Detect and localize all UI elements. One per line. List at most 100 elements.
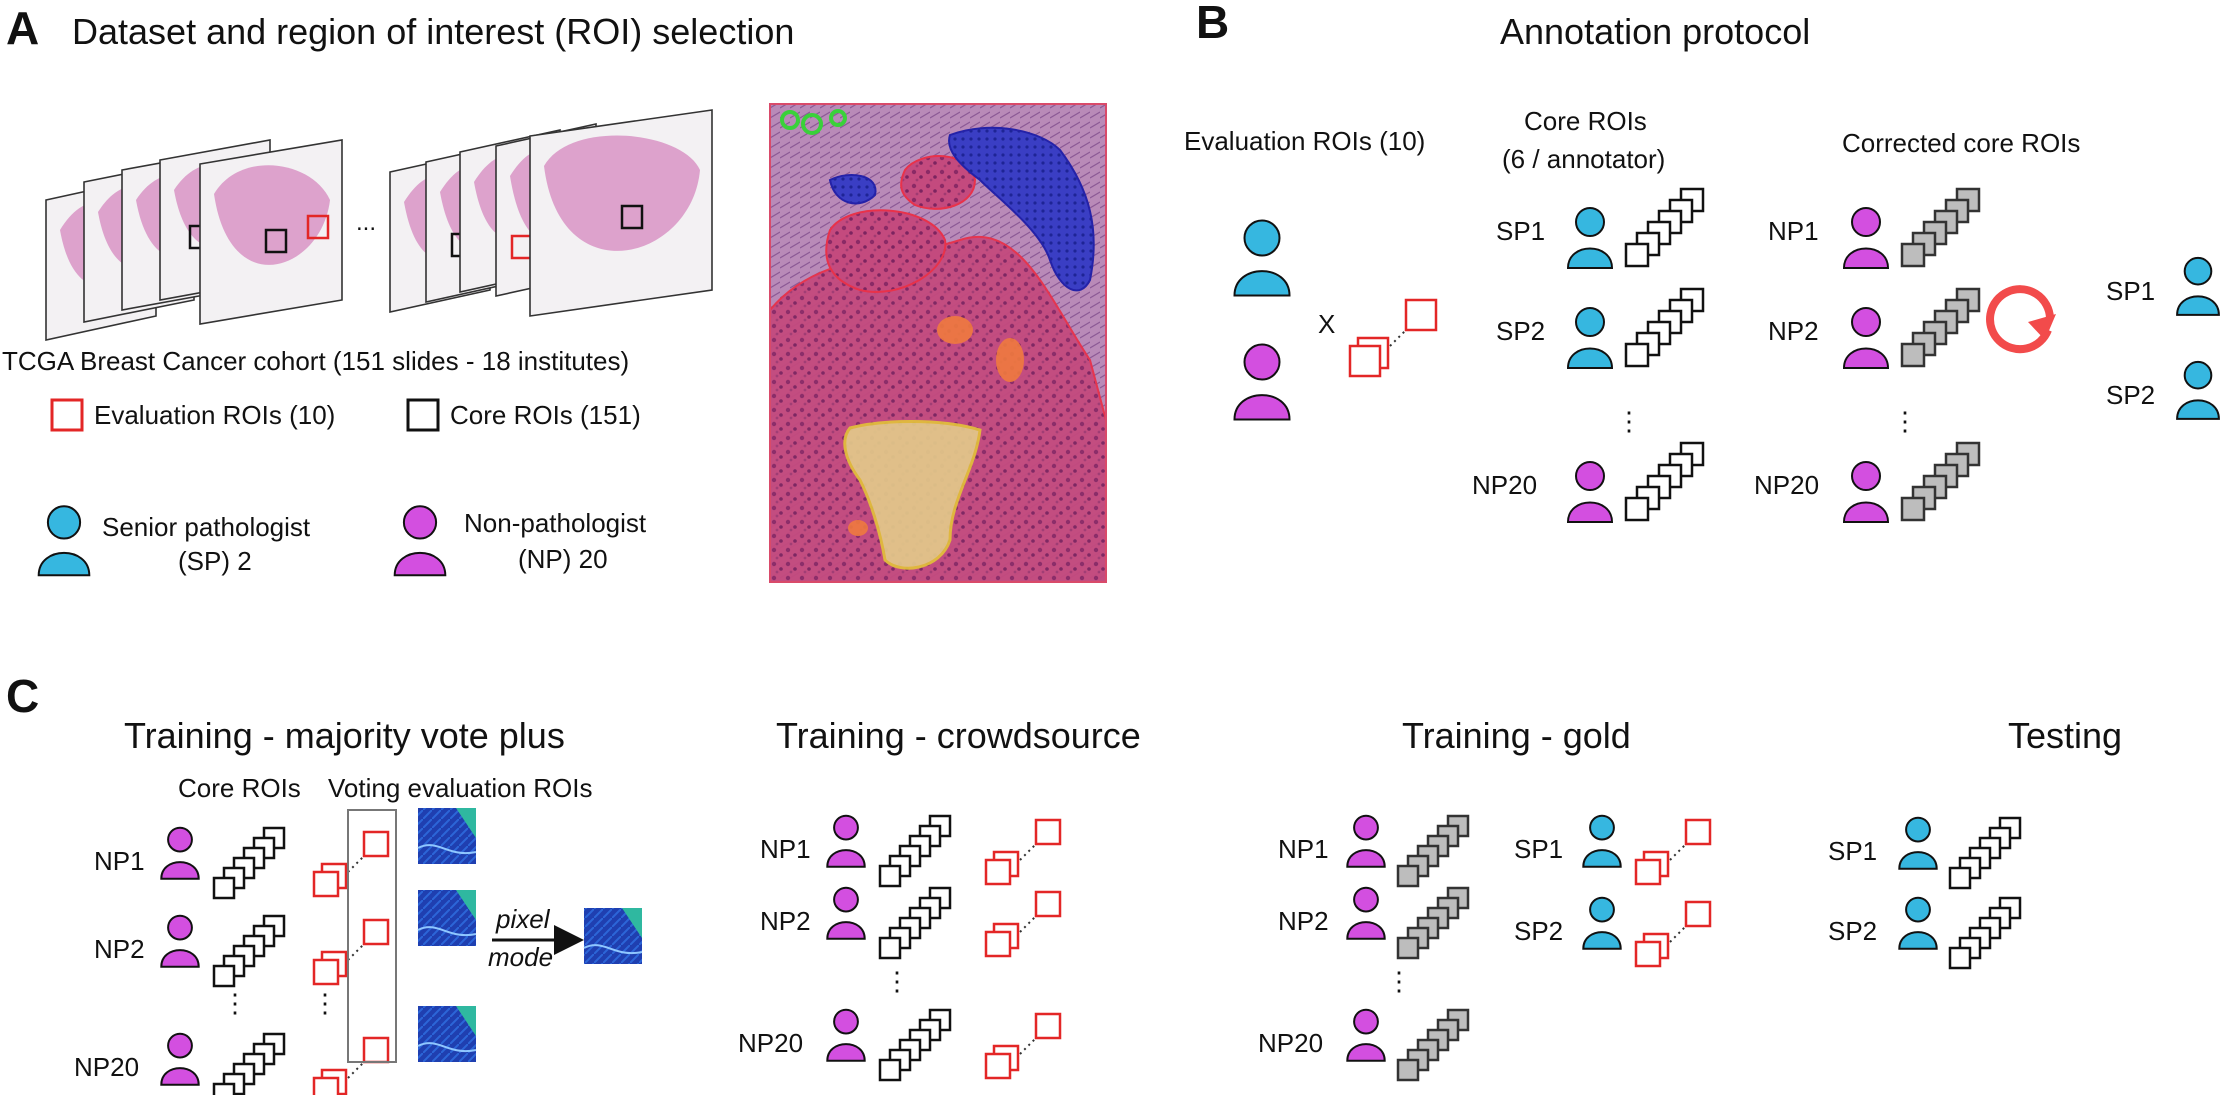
testing-row-label-sp1: SP1	[1828, 836, 1877, 866]
corrected-roi-stack	[1396, 1008, 1470, 1082]
times-symbol: X	[1318, 309, 1335, 339]
eval-roi-pair	[1348, 298, 1438, 378]
corrected-roi-stack	[1900, 287, 1981, 368]
person-np	[160, 1032, 200, 1086]
person-np	[1346, 886, 1386, 940]
corrected-roi-stack	[1900, 441, 1981, 522]
crowdsource-row-label-np2: NP2	[760, 906, 811, 936]
person-senior	[1566, 207, 1614, 269]
mode-label: mode	[488, 942, 553, 972]
voting-eval-roi-pair	[312, 918, 390, 986]
voting-vdots: ⋮	[312, 988, 338, 1018]
core-roi-stack	[1948, 896, 2022, 970]
legend-core-roi-swatch	[406, 398, 440, 432]
segmentation-heatmap	[417, 1006, 477, 1062]
np-label-line1: Non-pathologist	[464, 508, 647, 538]
senior-pathologist-icon	[37, 505, 91, 577]
person-np	[1842, 307, 1890, 369]
senior-label-line1: Senior pathologist	[102, 512, 311, 542]
corrected-row-label-np2: NP2	[1768, 316, 1819, 346]
core-roi-stack	[1948, 816, 2022, 890]
core-roi-stack	[878, 814, 952, 888]
panel-a-title: Dataset and region of interest (ROI) sel…	[72, 11, 794, 52]
person-np	[1566, 461, 1614, 523]
gold-row-label-np2: NP2	[1278, 906, 1329, 936]
core-roi-stack	[1624, 187, 1705, 268]
gold-rows-vdots: ⋮	[1386, 966, 1412, 996]
reviewer-label-sp1: SP1	[2106, 276, 2155, 306]
non-pathologist-icon	[393, 505, 447, 577]
crowdsource-rows-vdots: ⋮	[884, 966, 910, 996]
pixel-label: pixel	[495, 904, 551, 934]
person-np	[160, 826, 200, 880]
eval-roi-pair	[1634, 900, 1712, 968]
person-np	[826, 1008, 866, 1062]
review-cycle-icon	[1986, 285, 2054, 354]
corrected-roi-stack	[1900, 187, 1981, 268]
person-senior	[1566, 307, 1614, 369]
corrected-row-label-np1: NP1	[1768, 216, 1819, 246]
majority-row-label-np20: NP20	[74, 1052, 139, 1082]
person-np	[826, 886, 866, 940]
crowdsource-title: Training - crowdsource	[776, 715, 1141, 756]
majority-core-header: Core ROIs	[178, 773, 301, 803]
eval-roi-pair	[984, 890, 1062, 958]
corrected-rows-vdots: ⋮	[1892, 406, 1918, 436]
annotated-roi-image	[769, 103, 1107, 583]
majority-row-label-np1: NP1	[94, 846, 145, 876]
person-np	[1346, 1008, 1386, 1062]
eval-roi-pair	[1634, 818, 1712, 886]
corrected-roi-stack	[1396, 886, 1470, 960]
core-row-label-sp2: SP2	[1496, 316, 1545, 346]
eval-rois-header: Evaluation ROIs (10)	[1184, 126, 1425, 156]
non-pathologist-annotator-icon	[1233, 343, 1291, 421]
voting-eval-roi-pair	[312, 1036, 390, 1095]
cohort-label: TCGA Breast Cancer cohort (151 slides - …	[2, 346, 629, 376]
person-senior	[2176, 256, 2220, 316]
person-senior	[37, 505, 91, 577]
core-roi-stack	[212, 826, 286, 900]
testing-row-label-sp2: SP2	[1828, 916, 1877, 946]
person-np	[1842, 461, 1890, 523]
corrected-roi-stack	[1396, 814, 1470, 888]
person-senior	[1582, 896, 1622, 950]
person-np	[393, 505, 447, 577]
legend-eval-roi-label: Evaluation ROIs (10)	[94, 400, 335, 430]
person-senior	[1582, 814, 1622, 868]
majority-rows-vdots: ⋮	[222, 988, 248, 1018]
core-rows-vdots: ⋮	[1616, 406, 1642, 436]
person-senior	[1898, 896, 1938, 950]
senior-label-line2: (SP) 2	[178, 546, 252, 576]
eval-roi-pair	[984, 1012, 1062, 1080]
slide-stack-right	[389, 109, 713, 317]
core-rois-header-line1: Core ROIs	[1524, 106, 1647, 136]
slide-stack-left	[45, 139, 343, 341]
person-np	[160, 914, 200, 968]
core-roi-stack	[1624, 441, 1705, 522]
person-senior	[2176, 360, 2220, 420]
senior-annotator-icon	[1233, 219, 1291, 297]
core-roi-stack	[878, 1008, 952, 1082]
panel-b-title: Annotation protocol	[1500, 11, 1810, 52]
segmentation-heatmap	[417, 808, 477, 864]
person-np	[1842, 207, 1890, 269]
core-row-label-np20: NP20	[1472, 470, 1537, 500]
panel-a-letter: A	[6, 2, 39, 54]
segmentation-heatmap	[583, 908, 643, 964]
person-senior	[1233, 219, 1291, 297]
person-np	[1346, 814, 1386, 868]
core-roi-stack	[1624, 287, 1705, 368]
core-roi-stack	[878, 886, 952, 960]
voting-bracket	[347, 809, 397, 1063]
gold-row-label-np1: NP1	[1278, 834, 1329, 864]
person-senior	[1898, 816, 1938, 870]
core-rois-header-line2: (6 / annotator)	[1502, 144, 1665, 174]
slide	[199, 139, 343, 325]
gold-title: Training - gold	[1402, 715, 1631, 756]
gold-row-label-np20: NP20	[1258, 1028, 1323, 1058]
person-np	[826, 814, 866, 868]
reviewer-label-sp2: SP2	[2106, 380, 2155, 410]
evaluation-roi-stack	[1348, 298, 1438, 378]
legend-core-roi-label: Core ROIs (151)	[450, 400, 641, 430]
